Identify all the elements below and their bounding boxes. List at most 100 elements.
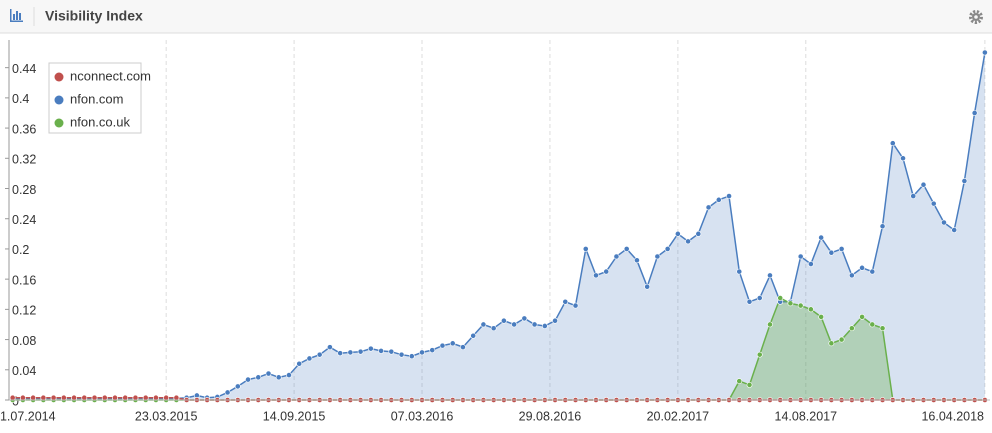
data-point: [337, 350, 344, 357]
data-point: [234, 383, 241, 390]
data-point: [460, 344, 466, 351]
x-tick-label: 07.03.2016: [391, 409, 454, 423]
data-point: [808, 261, 814, 267]
legend-label: nfon.com: [70, 91, 123, 106]
legend-box: [48, 62, 142, 134]
data-point: [623, 246, 630, 252]
data-point: [767, 272, 773, 279]
data-point: [634, 257, 640, 264]
data-point: [746, 298, 753, 305]
data-point: [736, 268, 743, 275]
y-tick-label: 0.04: [12, 364, 36, 378]
data-point: [930, 200, 937, 207]
data-point: [388, 348, 395, 355]
data-point: [562, 298, 569, 305]
data-point: [275, 374, 282, 381]
chart-icon: [10, 9, 23, 22]
data-point: [674, 230, 681, 237]
data-point: [941, 219, 947, 226]
data-point: [347, 349, 354, 356]
data-point: [470, 332, 477, 339]
data-point: [695, 230, 702, 237]
data-point: [838, 336, 845, 343]
data-point: [910, 193, 917, 199]
data-point: [705, 204, 712, 211]
data-point: [726, 193, 732, 199]
data-point: [715, 196, 722, 203]
settings-icon[interactable]: [969, 10, 983, 24]
header-bar: [0, 0, 992, 33]
data-point: [582, 246, 589, 252]
data-point: [818, 234, 825, 241]
data-point: [797, 302, 804, 309]
series-area: [12, 298, 985, 400]
x-tick-label: 29.08.2016: [519, 409, 582, 423]
y-tick-label: 0.4: [12, 92, 29, 106]
x-tick-label: 16.04.2018: [921, 409, 984, 423]
data-point: [327, 344, 333, 351]
data-point: [316, 351, 323, 358]
data-point: [787, 300, 794, 307]
data-point: [654, 253, 661, 260]
legend-label: nconnect.com: [70, 68, 151, 83]
data-point: [603, 268, 610, 275]
data-point: [531, 321, 538, 328]
data-point: [900, 155, 906, 162]
data-point: [552, 317, 558, 324]
data-point: [797, 253, 804, 260]
data-point: [828, 340, 835, 347]
data-point: [521, 315, 528, 322]
y-tick-label: 0.08: [12, 334, 36, 348]
data-point: [511, 321, 518, 328]
y-tick-label: 0.32: [12, 153, 36, 167]
y-tick-label: 0: [12, 394, 19, 408]
x-tick-label: 20.02.2017: [647, 409, 710, 423]
data-point: [664, 246, 671, 252]
y-tick-label: 0.12: [12, 304, 36, 318]
data-point: [490, 325, 497, 332]
data-point: [644, 283, 651, 290]
data-point: [746, 381, 753, 388]
x-tick-label: 14.09.2015: [263, 409, 326, 423]
data-point: [296, 360, 303, 367]
data-point: [245, 376, 251, 383]
data-point: [808, 306, 814, 313]
legend-marker: [54, 118, 64, 128]
header-title: Visibility Index: [45, 8, 143, 24]
data-point: [951, 227, 958, 233]
data-point: [767, 321, 773, 328]
legend-marker: [54, 72, 64, 82]
data-point: [286, 372, 292, 378]
data-point: [879, 325, 886, 332]
data-point: [756, 295, 763, 301]
data-point: [613, 253, 620, 260]
data-point: [828, 249, 835, 256]
y-tick-label: 0.2: [12, 243, 29, 257]
y-tick-label: 0.44: [12, 62, 36, 76]
data-point: [357, 348, 364, 355]
data-point: [838, 246, 845, 252]
data-point: [449, 340, 456, 347]
data-point: [685, 238, 691, 245]
legend-marker: [54, 95, 64, 105]
data-point: [408, 353, 415, 360]
data-point: [818, 314, 825, 320]
data-point: [777, 295, 784, 301]
x-tick-label: 14.08.2017: [775, 409, 838, 423]
data-point: [848, 272, 855, 279]
data-point: [971, 110, 978, 116]
data-point: [572, 302, 579, 309]
data-point: [398, 351, 405, 358]
data-point: [879, 223, 886, 230]
y-tick-label: 0.24: [12, 213, 36, 227]
data-point: [439, 342, 446, 349]
data-point: [961, 178, 968, 184]
y-tick-label: 0.16: [12, 273, 36, 287]
data-point: [981, 49, 988, 56]
data-point: [480, 321, 487, 328]
legend-label: nfon.co.uk: [70, 114, 130, 129]
data-point: [848, 325, 855, 332]
data-point: [869, 268, 876, 275]
y-tick-label: 0.28: [12, 183, 36, 197]
